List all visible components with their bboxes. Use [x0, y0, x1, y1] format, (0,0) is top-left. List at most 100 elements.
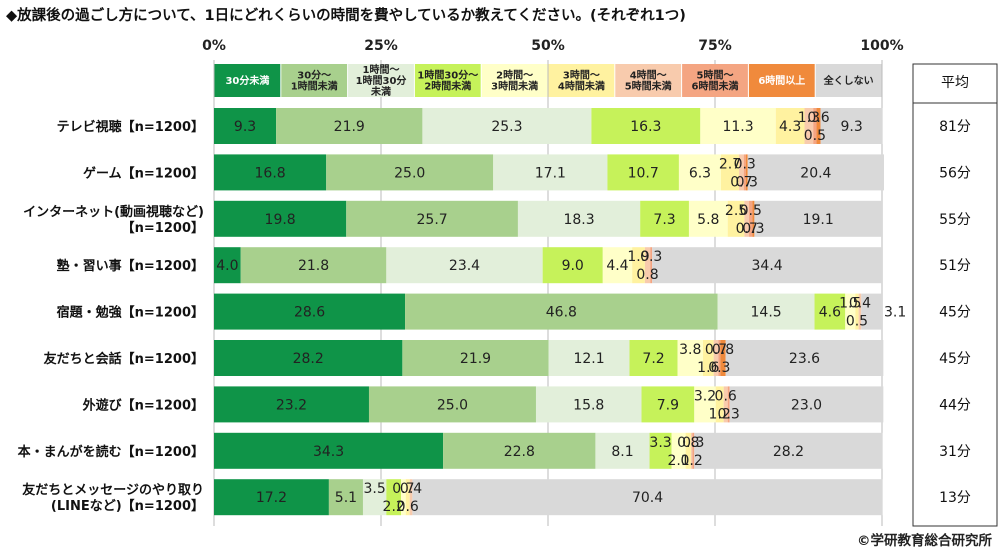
- data-label: 7.9: [657, 397, 679, 413]
- average-value: 56分: [939, 165, 971, 181]
- data-label: 0.3: [640, 249, 662, 265]
- bar-segment: [650, 247, 653, 284]
- bar-segment: [685, 432, 691, 469]
- bar-segment: [346, 200, 518, 237]
- bar-segment: [405, 479, 410, 516]
- bar-segment: [641, 386, 695, 423]
- data-label: 23.4: [449, 258, 480, 274]
- data-label: 16.8: [255, 165, 286, 181]
- data-label: 28.6: [294, 305, 325, 321]
- data-label: 0.5: [740, 203, 762, 219]
- bar-segment: [214, 108, 277, 144]
- average-column-frame: [912, 63, 998, 527]
- bar-segment: [214, 386, 369, 423]
- data-label: 21.9: [334, 119, 365, 135]
- bar-segment: [409, 479, 413, 516]
- bar-segment: [845, 293, 856, 330]
- data-label: 3.3: [649, 435, 671, 451]
- data-label: 5.8: [697, 212, 719, 228]
- data-label: 0.6: [807, 110, 829, 126]
- bar-segment: [405, 293, 718, 330]
- bar-segment: [276, 108, 423, 144]
- bar-segment: [855, 293, 859, 330]
- bar-segment: [720, 340, 726, 376]
- data-label: 2.1: [667, 453, 689, 469]
- legend-label: 1時間30分: [356, 74, 407, 87]
- data-label: 0.4: [849, 296, 871, 312]
- legend-label: 6時間以上: [758, 74, 805, 87]
- legend-swatch: [281, 64, 348, 97]
- data-label: 9.3: [234, 119, 256, 135]
- data-label: 0.6: [397, 499, 419, 515]
- bar-segment: [644, 247, 651, 284]
- data-label: 3.5: [364, 481, 386, 497]
- legend-swatch: [682, 64, 748, 97]
- bar-segment: [632, 247, 645, 284]
- average-value: 44分: [939, 397, 971, 413]
- average-value: 55分: [939, 212, 971, 228]
- x-tick-label: 25%: [364, 38, 398, 54]
- data-label: 0.3: [708, 360, 730, 376]
- data-label: 3.2: [694, 388, 716, 404]
- bar-segment: [362, 479, 387, 516]
- bar-segment: [729, 386, 884, 423]
- bar-segment: [214, 154, 327, 191]
- data-label: 28.2: [293, 351, 324, 367]
- legend-swatch: [348, 64, 414, 97]
- average-value: 31分: [939, 444, 971, 460]
- data-label: 0.3: [742, 221, 764, 237]
- bar-segment: [775, 108, 805, 144]
- data-label: 0.5: [804, 128, 826, 144]
- legend-label: 1時間～: [363, 63, 400, 76]
- data-label: 21.8: [298, 258, 329, 274]
- data-label: 23.2: [276, 397, 307, 413]
- data-label: 25.7: [417, 212, 448, 228]
- bar-segment: [386, 247, 543, 284]
- x-tick-label: 75%: [698, 38, 732, 54]
- data-label: 0.7: [705, 342, 727, 358]
- bar-segment: [214, 200, 347, 237]
- bar-segment: [214, 340, 403, 376]
- bar-segment: [723, 386, 728, 423]
- data-label: 23.6: [789, 351, 820, 367]
- data-label: 46.8: [546, 305, 577, 321]
- bar-segment: [747, 154, 885, 191]
- data-label: 7.2: [642, 351, 664, 367]
- bar-segment: [749, 200, 753, 237]
- data-label: 4.0: [216, 258, 238, 274]
- legend-label: 2時間～: [496, 69, 533, 82]
- data-label: 0.8: [677, 435, 699, 451]
- bar-segment: [548, 340, 630, 376]
- bar-segment: [629, 340, 678, 376]
- bar-segment: [721, 154, 740, 191]
- bar-segment: [688, 200, 728, 237]
- legend-label: 未満: [370, 85, 391, 98]
- average-value: 45分: [939, 351, 971, 367]
- data-label: 2.2: [383, 499, 405, 515]
- data-label: 4.3: [779, 119, 801, 135]
- x-tick-label: 50%: [531, 38, 565, 54]
- bar-segment: [754, 200, 882, 237]
- bar-segment: [804, 108, 814, 144]
- bar-segment: [602, 247, 633, 284]
- bar-segment: [694, 386, 716, 423]
- data-label: 0.3: [736, 174, 758, 190]
- bar-segment: [607, 154, 679, 191]
- data-label: 2.7: [719, 156, 741, 172]
- average-value: 13分: [939, 490, 971, 506]
- data-label: 25.0: [394, 165, 425, 181]
- data-label: 0.8: [636, 267, 658, 283]
- copyright-notice: ©学研教育総合研究所: [857, 533, 992, 549]
- bar-segment: [814, 293, 846, 330]
- data-label: 1.9: [627, 249, 649, 265]
- bar-segment: [401, 479, 406, 516]
- data-label: 0.2: [680, 453, 702, 469]
- bar-segment: [386, 479, 402, 516]
- category-label: (LINEなど)【n=1200】: [51, 498, 204, 514]
- legend-swatch: [748, 64, 815, 97]
- bar-segment: [752, 200, 755, 237]
- bar-segment: [517, 200, 641, 237]
- bar-segment: [328, 479, 363, 516]
- bar-segment: [677, 340, 703, 376]
- average-value: 51分: [939, 258, 971, 274]
